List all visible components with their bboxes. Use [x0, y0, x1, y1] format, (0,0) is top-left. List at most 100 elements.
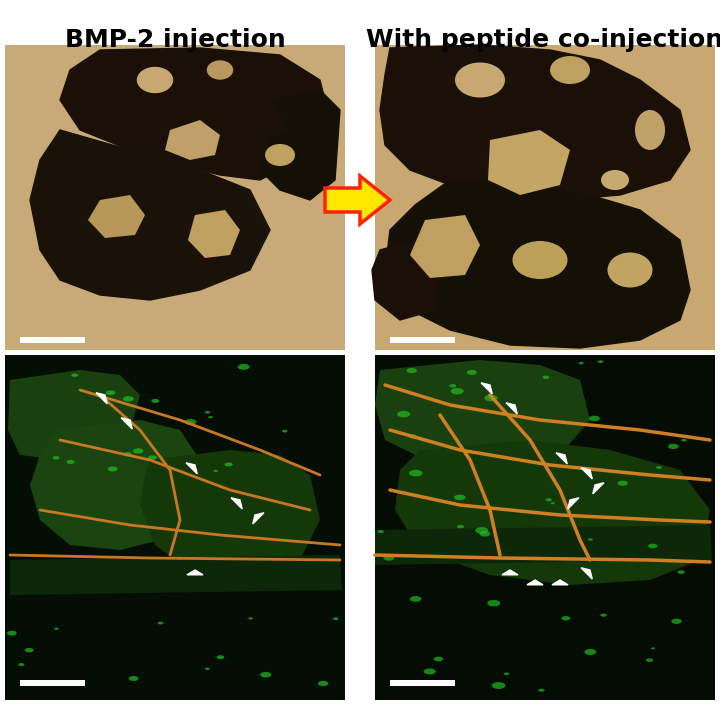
- Polygon shape: [581, 467, 593, 479]
- Ellipse shape: [410, 596, 421, 602]
- Ellipse shape: [384, 556, 395, 560]
- Ellipse shape: [467, 370, 477, 375]
- Polygon shape: [8, 370, 140, 460]
- Polygon shape: [231, 498, 242, 509]
- Ellipse shape: [208, 416, 212, 418]
- Bar: [375, 355, 715, 700]
- Ellipse shape: [178, 558, 182, 560]
- Ellipse shape: [487, 600, 500, 606]
- Ellipse shape: [424, 668, 436, 675]
- Ellipse shape: [106, 391, 115, 395]
- Ellipse shape: [485, 395, 498, 401]
- Polygon shape: [372, 240, 440, 320]
- Ellipse shape: [648, 544, 657, 548]
- Bar: [20, 337, 85, 343]
- Polygon shape: [30, 420, 200, 550]
- Ellipse shape: [408, 434, 417, 439]
- Ellipse shape: [601, 170, 629, 190]
- Ellipse shape: [588, 538, 593, 541]
- Ellipse shape: [539, 689, 544, 692]
- Polygon shape: [552, 580, 568, 585]
- Ellipse shape: [513, 241, 567, 279]
- Bar: [375, 45, 715, 350]
- Polygon shape: [188, 210, 240, 258]
- Ellipse shape: [18, 663, 24, 666]
- Ellipse shape: [542, 376, 549, 379]
- Ellipse shape: [678, 570, 685, 574]
- Text: BMP-2 injection: BMP-2 injection: [65, 28, 285, 52]
- Ellipse shape: [138, 68, 173, 92]
- Ellipse shape: [205, 668, 210, 670]
- Polygon shape: [186, 462, 197, 474]
- Ellipse shape: [492, 682, 505, 689]
- Ellipse shape: [433, 656, 443, 661]
- Ellipse shape: [124, 452, 132, 456]
- Ellipse shape: [184, 419, 197, 425]
- Bar: [20, 680, 85, 686]
- Ellipse shape: [54, 627, 59, 630]
- Ellipse shape: [635, 110, 665, 150]
- Bar: [5, 45, 345, 350]
- Ellipse shape: [550, 56, 590, 84]
- Ellipse shape: [451, 388, 464, 394]
- Polygon shape: [121, 418, 132, 429]
- Polygon shape: [140, 450, 320, 575]
- Polygon shape: [96, 393, 107, 404]
- Ellipse shape: [579, 362, 584, 364]
- Ellipse shape: [377, 530, 384, 533]
- Polygon shape: [60, 48, 330, 180]
- Ellipse shape: [562, 616, 570, 620]
- Ellipse shape: [409, 470, 423, 477]
- Ellipse shape: [480, 531, 490, 537]
- Ellipse shape: [71, 374, 78, 376]
- Ellipse shape: [260, 672, 271, 678]
- Ellipse shape: [24, 648, 34, 652]
- Ellipse shape: [225, 462, 233, 467]
- Ellipse shape: [608, 252, 652, 288]
- Ellipse shape: [7, 631, 17, 636]
- Ellipse shape: [148, 455, 157, 460]
- Ellipse shape: [546, 498, 552, 501]
- Polygon shape: [481, 383, 492, 394]
- Ellipse shape: [397, 411, 410, 417]
- Polygon shape: [581, 568, 593, 579]
- Ellipse shape: [108, 467, 117, 472]
- Ellipse shape: [668, 443, 678, 449]
- Ellipse shape: [585, 649, 596, 655]
- Polygon shape: [385, 180, 690, 348]
- Polygon shape: [375, 525, 712, 565]
- Ellipse shape: [618, 481, 628, 486]
- Polygon shape: [187, 570, 203, 575]
- Polygon shape: [593, 483, 604, 494]
- Polygon shape: [506, 403, 517, 414]
- Ellipse shape: [151, 399, 159, 403]
- Ellipse shape: [318, 681, 328, 686]
- Bar: [390, 337, 455, 343]
- Bar: [5, 355, 345, 700]
- Ellipse shape: [53, 456, 60, 460]
- Ellipse shape: [681, 439, 687, 441]
- Ellipse shape: [656, 466, 662, 469]
- Ellipse shape: [265, 144, 295, 166]
- Polygon shape: [88, 195, 145, 238]
- Polygon shape: [375, 360, 590, 468]
- Ellipse shape: [207, 61, 233, 79]
- Text: With peptide co-injection: With peptide co-injection: [366, 28, 720, 52]
- Ellipse shape: [66, 460, 75, 464]
- Polygon shape: [395, 440, 710, 585]
- Polygon shape: [568, 498, 579, 509]
- Ellipse shape: [457, 525, 464, 528]
- Ellipse shape: [600, 613, 607, 617]
- Ellipse shape: [504, 673, 509, 675]
- Polygon shape: [527, 580, 543, 585]
- Ellipse shape: [598, 360, 603, 363]
- FancyArrow shape: [325, 176, 390, 224]
- Polygon shape: [260, 90, 340, 200]
- Ellipse shape: [158, 622, 163, 625]
- Ellipse shape: [205, 411, 210, 414]
- Ellipse shape: [129, 676, 138, 681]
- Ellipse shape: [238, 364, 250, 370]
- Ellipse shape: [454, 495, 466, 501]
- Ellipse shape: [449, 384, 456, 388]
- Ellipse shape: [589, 416, 600, 421]
